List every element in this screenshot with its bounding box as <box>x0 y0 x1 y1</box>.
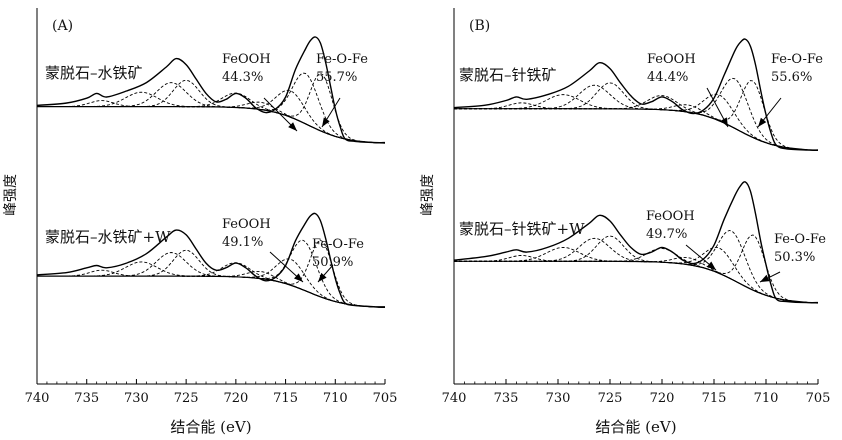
background-line <box>37 275 386 308</box>
peak-name-feooh: FeOOH <box>646 209 695 224</box>
background-line <box>37 106 386 144</box>
x-tick-label: 735 <box>494 391 519 406</box>
arrow-head <box>758 117 767 127</box>
arrow-head <box>706 261 716 270</box>
component-peak <box>37 79 386 144</box>
peak-percent-fe-o-fe: 55.6% <box>771 70 812 85</box>
x-tick-label: 705 <box>806 391 831 406</box>
panel-a: 740 735 730 725 720 715 710 705 结合能 (eV) 峰强度 (A) 蒙脱… <box>3 8 397 436</box>
x-axis-title: 结合能 (eV) <box>170 418 251 436</box>
component-peak <box>454 237 819 304</box>
spectrum-1: 蒙脱石–水铁矿 FeOOH 44.3% Fe-O-Fe 55.7% <box>36 36 386 144</box>
y-axis-title: 峰强度 <box>3 174 19 216</box>
x-tick-label: 740 <box>25 391 50 406</box>
component-peak <box>454 80 819 151</box>
x-tick-label: 740 <box>442 391 467 406</box>
peak-name-feooh: FeOOH <box>647 52 696 67</box>
x-tick-label: 720 <box>223 391 248 406</box>
component-peak <box>454 234 819 304</box>
component-peak <box>37 239 386 308</box>
background-line <box>454 108 819 151</box>
peak-percent-feooh: 44.3% <box>222 70 263 85</box>
arrow-head <box>288 122 297 131</box>
arrow-head <box>760 274 770 282</box>
component-peak <box>454 235 819 304</box>
x-tick-label: 730 <box>546 391 571 406</box>
component-peak <box>37 269 386 308</box>
panel-label: (A) <box>52 18 73 34</box>
x-tick-label: 725 <box>598 391 623 406</box>
component-peak <box>454 104 819 151</box>
peak-name-fe-o-fe: Fe-O-Fe <box>771 52 823 67</box>
x-tick-label: 710 <box>323 391 348 406</box>
component-peak <box>37 101 386 144</box>
component-peak <box>37 239 386 308</box>
component-peak <box>37 82 386 144</box>
x-tick-label: 730 <box>124 391 149 406</box>
envelope-line <box>36 212 386 308</box>
panel-b: 740 735 730 725 720 715 710 705 结合能 (eV) 峰强度 (B) 蒙脱… <box>420 8 830 436</box>
background-line <box>454 260 819 304</box>
arrow-head <box>294 273 303 282</box>
peak-name-fe-o-fe: Fe-O-Fe <box>312 237 364 252</box>
component-peak <box>37 72 386 144</box>
arrow-head <box>322 117 330 127</box>
peak-percent-feooh: 49.7% <box>646 227 687 242</box>
peak-name-feooh: FeOOH <box>222 217 271 232</box>
sample-label: 蒙脱石–水铁矿 <box>45 64 143 82</box>
sample-label: 蒙脱石–针铁矿 <box>459 66 557 84</box>
component-peak <box>454 77 819 151</box>
y-axis-title: 峰强度 <box>420 174 436 216</box>
x-tick-label: 715 <box>273 391 298 406</box>
envelope-line <box>453 38 819 151</box>
x-tick-label: 705 <box>373 391 398 406</box>
sample-label: 蒙脱石–水铁矿+W <box>45 228 171 246</box>
arrow-head <box>720 117 728 127</box>
envelope-line <box>453 181 819 304</box>
peak-percent-feooh: 44.4% <box>647 70 688 85</box>
component-peak <box>454 102 819 151</box>
x-tick-label: 710 <box>754 391 779 406</box>
sample-label: 蒙脱石–针铁矿+W <box>459 220 585 238</box>
x-tick-label: 735 <box>74 391 99 406</box>
peak-name-feooh: FeOOH <box>222 52 271 67</box>
component-peak <box>37 270 386 308</box>
peak-name-fe-o-fe: Fe-O-Fe <box>316 52 368 67</box>
peak-percent-feooh: 49.1% <box>222 235 263 250</box>
x-tick-label: 715 <box>702 391 727 406</box>
peak-percent-fe-o-fe: 50.9% <box>312 255 353 270</box>
x-tick-label: 720 <box>650 391 675 406</box>
x-axis-title: 结合能 (eV) <box>595 418 676 436</box>
component-peak <box>37 89 386 144</box>
panel-label: (B) <box>469 18 490 34</box>
arrow-head <box>318 272 327 282</box>
peak-percent-fe-o-fe: 50.3% <box>774 250 815 265</box>
x-tick-label: 725 <box>174 391 199 406</box>
spectrum-1: 蒙脱石–针铁矿 FeOOH 44.4% Fe-O-Fe 55.6% <box>453 38 823 151</box>
peak-percent-fe-o-fe: 55.7% <box>316 70 357 85</box>
peak-name-fe-o-fe: Fe-O-Fe <box>774 232 826 247</box>
spectrum-2: 蒙脱石–针铁矿+W FeOOH 49.7% Fe-O-Fe 50.3% <box>453 181 826 304</box>
component-peak <box>454 82 819 151</box>
spectrum-2: 蒙脱石–水铁矿+W FeOOH 49.1% Fe-O-Fe 50.9% <box>36 212 386 308</box>
envelope-line <box>36 36 386 144</box>
component-peak <box>454 230 819 304</box>
component-peak <box>454 84 819 151</box>
